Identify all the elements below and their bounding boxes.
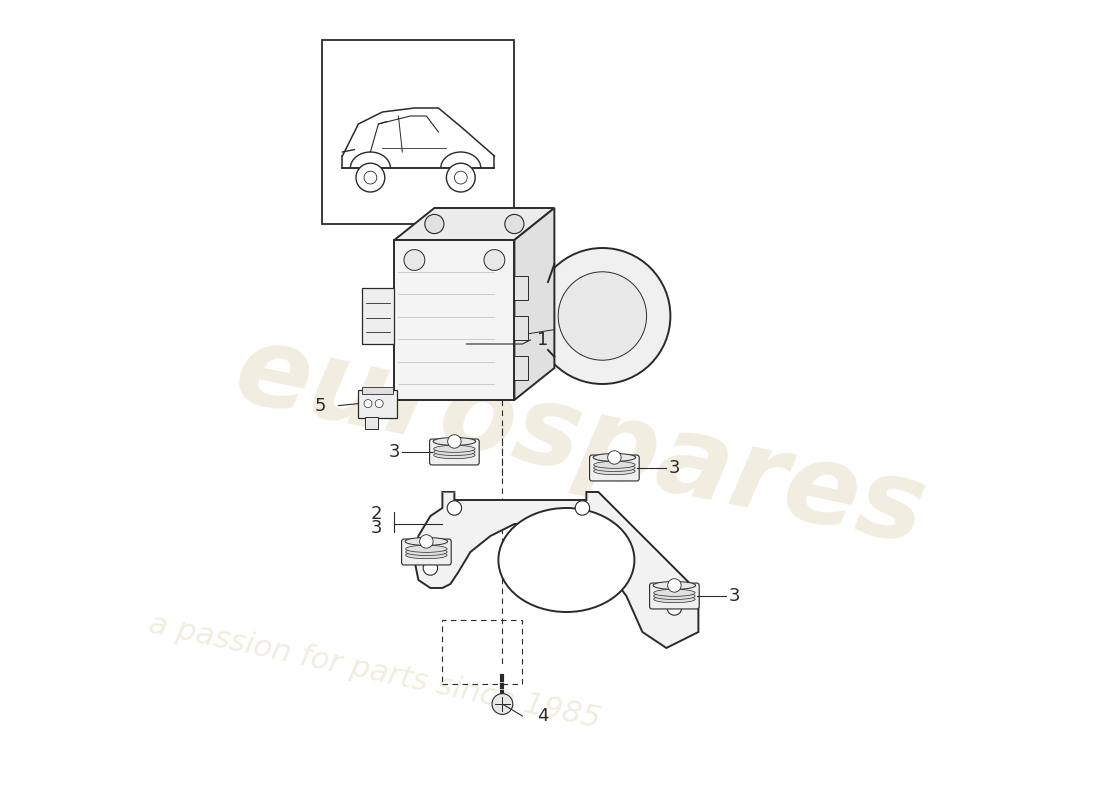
Text: 2: 2 — [371, 505, 383, 522]
Circle shape — [668, 578, 681, 592]
FancyBboxPatch shape — [402, 539, 451, 565]
Circle shape — [575, 501, 590, 515]
Ellipse shape — [433, 449, 475, 455]
Circle shape — [448, 434, 461, 448]
Bar — [359, 390, 397, 418]
Circle shape — [448, 501, 462, 515]
Text: 5: 5 — [315, 397, 327, 414]
Circle shape — [424, 561, 438, 575]
Ellipse shape — [558, 272, 647, 360]
Circle shape — [484, 250, 505, 270]
Ellipse shape — [406, 546, 447, 552]
Ellipse shape — [405, 553, 448, 562]
Bar — [514, 356, 528, 380]
Bar — [365, 417, 377, 429]
Ellipse shape — [653, 582, 695, 590]
Text: 3: 3 — [729, 587, 740, 605]
Circle shape — [425, 214, 444, 234]
Circle shape — [364, 400, 372, 408]
Text: 3: 3 — [371, 519, 383, 537]
Ellipse shape — [498, 508, 635, 612]
Bar — [442, 620, 522, 684]
Text: 3: 3 — [388, 443, 400, 461]
Text: eurospares: eurospares — [227, 316, 936, 567]
Ellipse shape — [653, 597, 695, 606]
Ellipse shape — [433, 446, 475, 452]
FancyBboxPatch shape — [650, 583, 700, 609]
Text: 4: 4 — [537, 707, 548, 725]
Text: 1: 1 — [537, 331, 548, 349]
Bar — [514, 276, 528, 300]
Circle shape — [454, 171, 467, 184]
Ellipse shape — [433, 453, 475, 462]
FancyBboxPatch shape — [430, 439, 480, 465]
Circle shape — [668, 601, 682, 615]
Ellipse shape — [406, 549, 447, 555]
Circle shape — [364, 171, 377, 184]
Ellipse shape — [405, 538, 448, 546]
Ellipse shape — [593, 454, 636, 462]
Ellipse shape — [535, 248, 670, 384]
Ellipse shape — [594, 465, 635, 471]
Bar — [362, 288, 395, 344]
Ellipse shape — [593, 469, 636, 478]
Circle shape — [447, 163, 475, 192]
Circle shape — [607, 450, 621, 464]
Text: 3: 3 — [669, 459, 680, 477]
Circle shape — [492, 694, 513, 714]
Circle shape — [375, 400, 383, 408]
Polygon shape — [415, 492, 698, 648]
FancyBboxPatch shape — [590, 455, 639, 481]
Ellipse shape — [594, 468, 635, 474]
Ellipse shape — [653, 590, 695, 596]
Ellipse shape — [433, 452, 475, 458]
Circle shape — [505, 214, 524, 234]
Circle shape — [356, 163, 385, 192]
Text: a passion for parts since 1985: a passion for parts since 1985 — [146, 610, 603, 734]
Polygon shape — [515, 208, 554, 400]
Bar — [514, 316, 528, 340]
Ellipse shape — [653, 596, 695, 602]
Bar — [322, 40, 515, 224]
Polygon shape — [395, 208, 554, 240]
Circle shape — [404, 250, 425, 270]
Bar — [395, 240, 515, 400]
Ellipse shape — [594, 462, 635, 468]
Circle shape — [420, 534, 433, 548]
Ellipse shape — [406, 552, 447, 558]
Ellipse shape — [653, 593, 695, 599]
Bar — [362, 387, 393, 394]
Ellipse shape — [433, 438, 475, 446]
